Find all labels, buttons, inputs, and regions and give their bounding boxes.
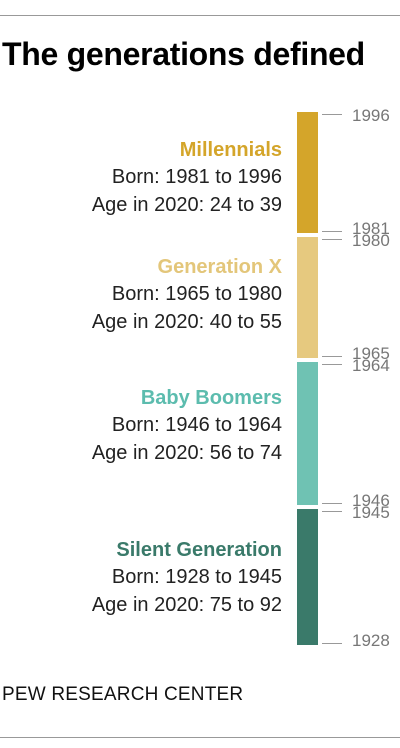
generation-name: Baby Boomers [140,387,282,409]
age-range: Age in 2020: 56 to 74 [91,442,282,464]
bottom-rule [0,737,400,738]
top-rule [0,15,400,16]
bar-baby-boomers [297,362,318,505]
source-label: PEW RESEARCH CENTER [2,684,244,705]
tick-1945 [322,511,342,512]
born-range: Born: 1965 to 1980 [111,283,282,305]
tick-label-1964: 1964 [352,356,390,375]
tick-label-1981: 1981 [352,219,390,238]
generation-name: Silent Generation [116,539,282,561]
generation-name: Millennials [179,139,282,161]
tick-1996 [322,114,342,115]
age-range: Age in 2020: 75 to 92 [91,594,282,616]
generation-label-millennials: Millennials Born: 1981 to 1996 Age in 2020… [92,137,282,219]
tick-label-1946: 1946 [352,491,390,510]
born-range: Born: 1981 to 1996 [111,166,282,188]
tick-1946 [322,503,342,504]
born-range: Born: 1946 to 1964 [111,414,282,436]
tick-1981 [322,231,342,232]
generation-label-silent-generation: Silent Generation Born: 1928 to 1945 Age i… [92,537,282,619]
tick-label-1928: 1928 [352,631,390,650]
bar-millennials [297,112,318,233]
tick-1965 [322,356,342,357]
chart-title: The generations defined [2,36,365,72]
tick-1928 [322,643,342,644]
born-range: Born: 1928 to 1945 [111,566,282,588]
tick-label-1980: 1980 [352,231,390,250]
tick-1964 [322,364,342,365]
tick-1980 [322,239,342,240]
bar-generation-x [297,237,318,358]
tick-label-1996: 1996 [352,106,390,125]
generation-name: Generation X [157,256,282,278]
tick-label-1965: 1965 [352,344,390,363]
age-range: Age in 2020: 24 to 39 [91,194,282,216]
generation-label-generation-x: Generation X Born: 1965 to 1980 Age in 202… [92,254,282,336]
tick-label-1945: 1945 [352,503,390,522]
generation-label-baby-boomers: Baby Boomers Born: 1946 to 1964 Age in 202… [92,385,282,467]
bar-silent-generation [297,509,318,645]
age-range: Age in 2020: 40 to 55 [91,311,282,333]
